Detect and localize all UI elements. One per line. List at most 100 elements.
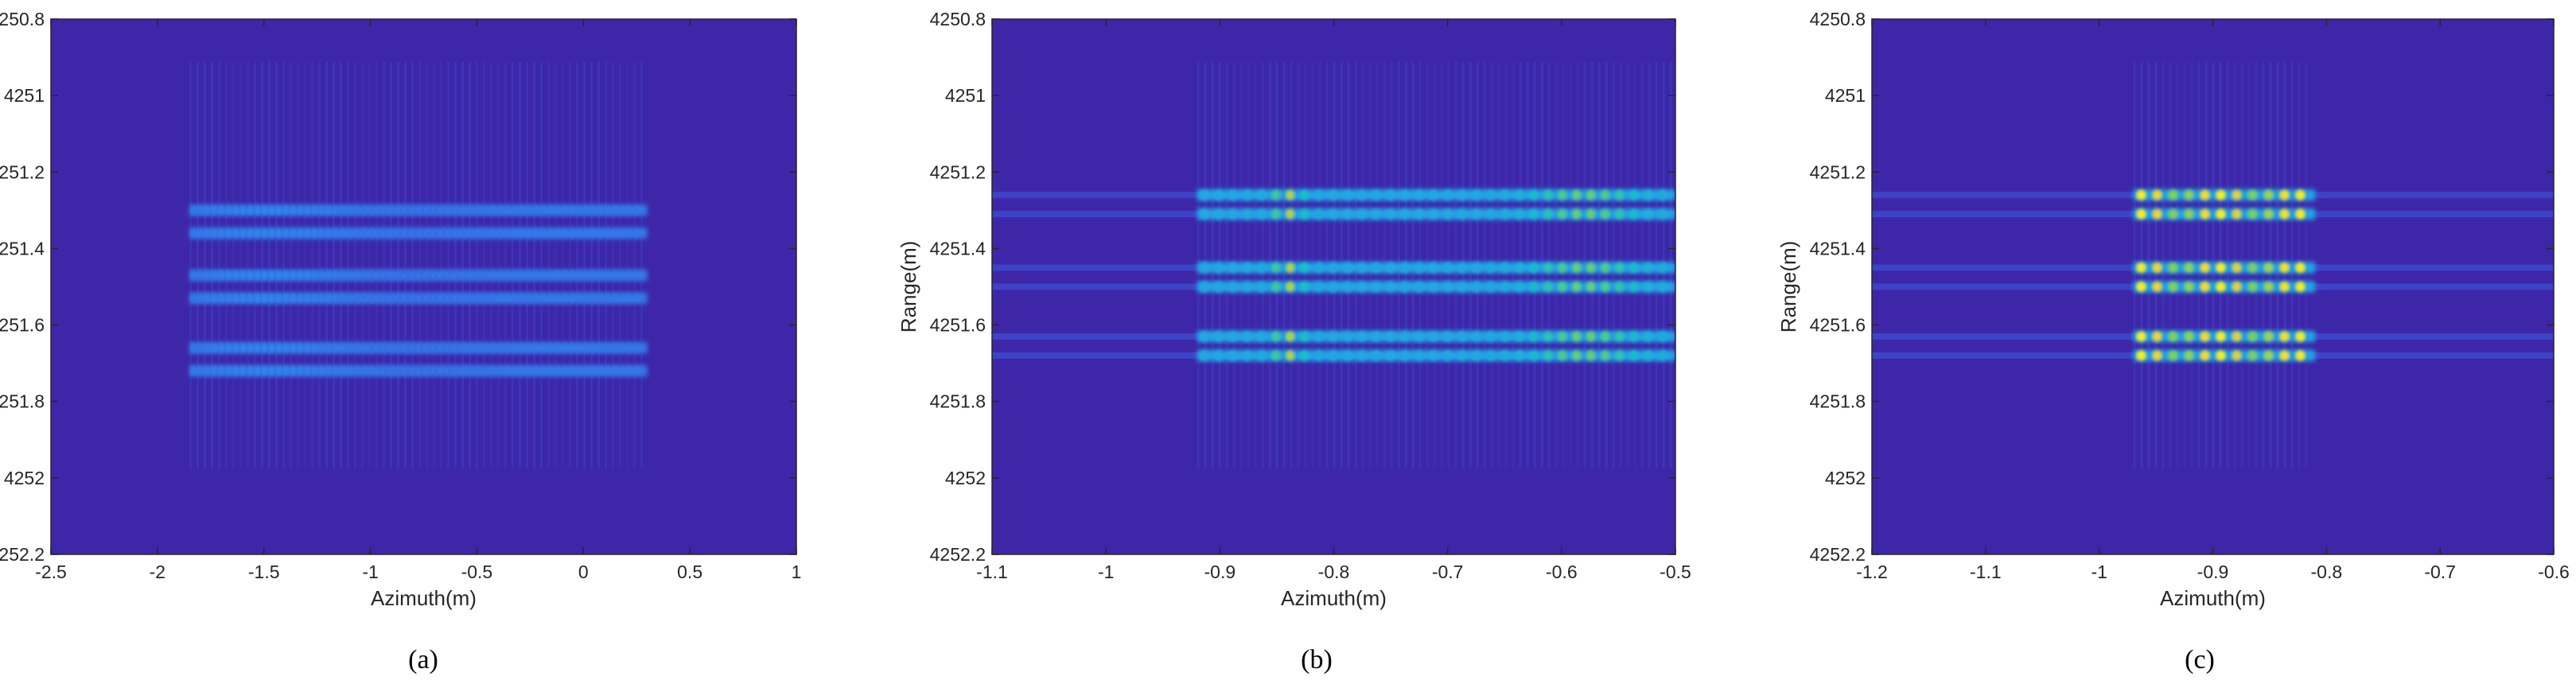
scatter-spot [269,270,274,281]
scatter-spot [262,270,267,281]
sidelobe-stripe [526,61,529,469]
scatter-spot [1371,282,1381,292]
scatter-spot [226,204,232,216]
scatter-spot [448,270,453,281]
scatter-spot [462,365,468,376]
scatter-spot [1657,331,1667,342]
scatter-spot [527,270,532,281]
scatter-spot [1342,189,1352,200]
scatter-spot [469,227,475,239]
x-tick-label: 0 [578,562,589,582]
scatter-spot [376,365,382,376]
scatter-spot [2216,331,2226,342]
scatter-spot [283,270,289,281]
scatter-spot [570,204,575,216]
target-line [189,365,648,377]
scatter-spot [262,342,267,353]
sidelobe-stripe [426,61,429,469]
scatter-spot [1414,189,1424,200]
scatter-spot [1571,189,1582,200]
y-tick-label: 4250.8 [930,9,986,29]
scatter-spot [598,293,604,304]
scatter-spot [1213,208,1224,220]
scatter-spot [1313,282,1324,292]
scatter-spot [512,227,518,239]
scatter-spot [2247,282,2258,292]
scatter-spot [591,365,597,376]
scatter-spot [419,342,425,353]
scatter-spot [419,293,425,304]
scatter-spot [1457,331,1467,342]
scatter-spot [577,342,582,353]
scatter-spot [613,342,618,353]
scatter-spot [519,270,525,281]
scatter-spot [1428,282,1438,292]
scatter-spot [505,293,511,304]
scatter-spot [2279,282,2290,292]
scatter-spot [247,270,253,281]
scatter-spot [419,227,425,239]
scatter-spot [1442,331,1453,342]
y-tick-label: 4250.8 [1810,9,1866,29]
scatter-spot [1485,208,1496,220]
scatter-spot [1385,350,1395,361]
scatter-spot [226,365,232,376]
scatter-spot [1485,189,1496,200]
scatter-spot [434,365,439,376]
scatter-spot [283,293,289,304]
scatter-spot [362,270,368,281]
panel-0: -2.5 -2 -1.5 -1 -0.5 0 0.5 1 4250.8 4251 4251.2 425… [0,9,801,674]
scatter-spot [491,293,496,304]
scatter-spot [477,204,482,216]
scatter-spot [1285,331,1295,342]
scatter-spot [1199,331,1209,342]
scatter-spot [484,204,489,216]
scatter-spot [1270,331,1281,342]
scatter-spot [1299,208,1309,220]
scatter-spot [391,293,396,304]
scatter-spot [2263,282,2274,292]
scatter-spot [1356,262,1367,273]
scatter-spot [570,227,575,239]
scatter-spot [477,270,482,281]
scatter-spot [1213,331,1224,342]
scatter-spot [376,293,382,304]
scatter-spot [1371,350,1381,361]
scatter-spot [197,204,203,216]
scatter-spot [383,365,389,376]
scatter-spot [412,365,418,376]
scatter-spot [212,365,217,376]
scatter-spot [1328,262,1338,273]
y-tick-label: 4251.2 [1810,161,1866,182]
scatter-spot [1628,282,1639,292]
scatter-spot [591,204,597,216]
scatter-spot [326,227,332,239]
scatter-spot [197,365,203,376]
scatter-spot [1471,350,1481,361]
scatter-spot [577,270,582,281]
sidelobe-stripe [640,61,644,469]
scatter-spot [255,270,260,281]
scatter-spot [541,365,547,376]
scatter-spot [2247,350,2258,361]
scatter-spot [219,204,224,216]
scatter-spot [1371,189,1381,200]
scatter-spot [1328,331,1338,342]
scatter-spot [1285,189,1295,200]
scatter-spot [212,293,217,304]
scatter-spot [312,227,317,239]
scatter-spot [312,293,317,304]
scatter-spot [1328,350,1338,361]
scatter-spot [2232,189,2242,200]
scatter-spot [426,204,432,216]
scatter-spot [2152,262,2162,273]
target-line [189,270,648,282]
scatter-spot [512,365,518,376]
y-tick-label: 4251 [945,85,986,106]
scatter-spot [441,204,446,216]
scatter-spot [634,270,640,281]
sidelobe-stripe [383,61,386,469]
scatter-spot [1356,189,1367,200]
scatter-spot [326,293,332,304]
scatter-spot [627,204,632,216]
